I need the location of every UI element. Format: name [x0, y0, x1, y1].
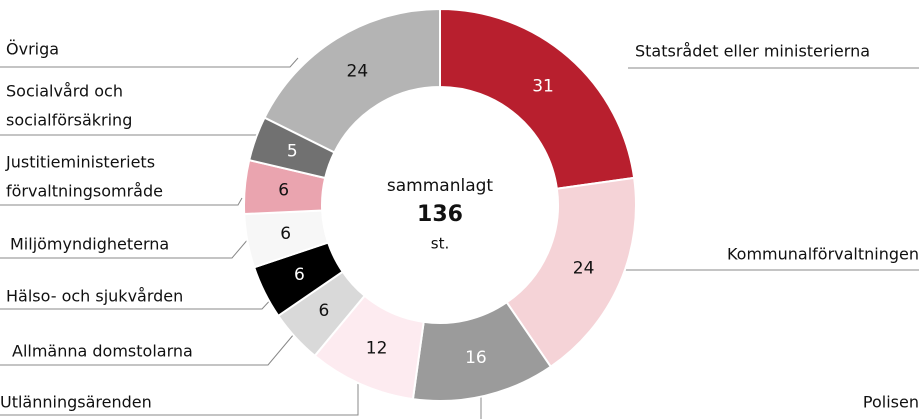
- category-label: Hälso- och sjukvården: [6, 287, 183, 306]
- category-label: Utlänningsärenden: [0, 393, 152, 412]
- category-label: Miljömyndigheterna: [10, 235, 169, 254]
- category-label: förvaltningsområde: [6, 182, 163, 201]
- category-label: Polisen: [863, 393, 919, 412]
- value-label: 5: [287, 142, 298, 162]
- category-label: socialförsäkring: [6, 111, 132, 130]
- category-label: Allmänna domstolarna: [12, 342, 193, 361]
- value-label: 24: [347, 62, 369, 82]
- value-label: 6: [278, 181, 289, 201]
- value-label: 12: [366, 339, 388, 359]
- center-total: 136: [417, 202, 463, 227]
- category-label: Socialvård och: [6, 82, 123, 101]
- slice: [263, 7, 441, 154]
- category-label: Kommunalförvaltningen: [727, 245, 919, 264]
- center-label: sammanlagt: [387, 176, 494, 196]
- slices: [243, 7, 637, 402]
- value-label: 6: [280, 224, 291, 244]
- value-label: 6: [319, 301, 330, 321]
- slice: [439, 7, 636, 190]
- category-label: Statsrådet eller ministerierna: [635, 42, 870, 61]
- value-label: 31: [532, 77, 554, 97]
- center-unit: st.: [431, 235, 449, 253]
- value-label: 6: [294, 265, 305, 285]
- category-label: Övriga: [6, 40, 59, 59]
- category-label: Justitieministeriets: [5, 153, 155, 172]
- value-label: 16: [465, 348, 487, 368]
- value-label: 24: [573, 258, 595, 278]
